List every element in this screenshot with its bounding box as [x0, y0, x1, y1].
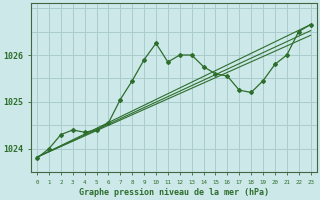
X-axis label: Graphe pression niveau de la mer (hPa): Graphe pression niveau de la mer (hPa) [79, 188, 269, 197]
